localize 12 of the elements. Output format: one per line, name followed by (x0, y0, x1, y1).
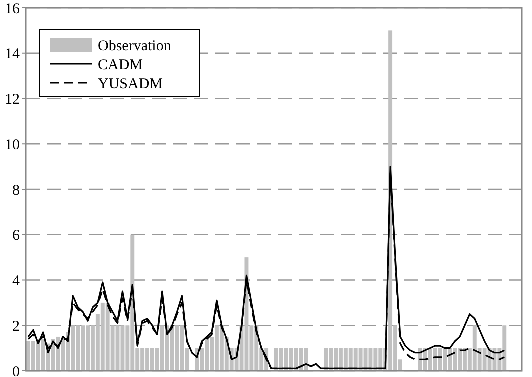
y-tick-label: 14 (5, 46, 20, 63)
y-tick-label: 2 (12, 318, 20, 335)
y-tick-label: 8 (12, 182, 20, 199)
y-tick-label: 4 (12, 274, 20, 290)
y-tick-label: 10 (5, 137, 20, 154)
legend-label: CADM (98, 57, 144, 74)
legend-label: Observation (98, 38, 172, 54)
legend-label: YUSADM (98, 76, 164, 92)
y-tick-label: 12 (5, 92, 20, 108)
y-tick-label: 0 (12, 364, 20, 377)
y-tick-label: 16 (5, 1, 20, 18)
y-tick-label: 6 (12, 228, 20, 244)
